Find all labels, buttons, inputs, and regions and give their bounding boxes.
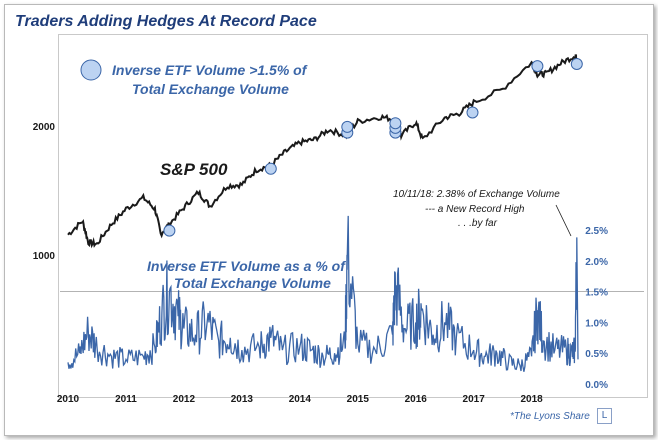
hedge-marker-point xyxy=(389,117,402,130)
right-tick-label: 0.5% xyxy=(585,349,608,360)
credit-text: *The Lyons Share xyxy=(510,411,590,422)
left-axis: 1000 2000 xyxy=(33,122,56,262)
annotation-line1: 10/11/18: 2.38% of Exchange Volume xyxy=(393,189,560,200)
right-tick-label: 2.0% xyxy=(585,257,608,268)
plot-area xyxy=(58,34,648,398)
x-axis: 2010 2011 2012 2013 2014 2015 2016 2017 2018 xyxy=(57,394,543,405)
hedge-marker-point xyxy=(466,106,479,119)
hedge-marker-point xyxy=(570,58,583,70)
x-tick-label: 2016 xyxy=(405,394,428,405)
hedge-marker-point xyxy=(531,60,544,73)
volume-label-line2: Total Exchange Volume xyxy=(174,275,331,291)
legend-label-line2: Total Exchange Volume xyxy=(132,81,289,97)
x-tick-label: 2010 xyxy=(57,394,80,405)
right-tick-label: 1.0% xyxy=(585,318,608,329)
x-tick-label: 2015 xyxy=(347,394,370,405)
hedge-marker-point xyxy=(264,162,277,175)
chart-title: Traders Adding Hedges At Record Pace xyxy=(15,13,317,30)
x-tick-label: 2014 xyxy=(289,394,312,405)
sp500-label: S&P 500 xyxy=(160,160,228,179)
x-tick-label: 2017 xyxy=(463,394,486,405)
volume-label-line1: Inverse ETF Volume as a % of xyxy=(147,258,346,274)
markers xyxy=(163,58,583,237)
circle-marker-icon xyxy=(80,59,102,81)
lyons-share-logo: L xyxy=(597,408,612,424)
annotation-arrow xyxy=(555,204,572,237)
left-tick-label: 1000 xyxy=(33,251,56,262)
annotation-line2: --- a New Record High xyxy=(425,204,525,215)
volume-series-line xyxy=(67,215,579,372)
right-tick-label: 2.5% xyxy=(585,226,608,237)
left-tick-label: 2000 xyxy=(33,122,56,133)
legend-label-line1: Inverse ETF Volume >1.5% of xyxy=(112,62,308,78)
right-tick-label: 1.5% xyxy=(585,288,608,299)
annotation-line3: . . .by far xyxy=(458,218,498,229)
sp500-series-line xyxy=(67,54,578,249)
hedge-marker-point xyxy=(341,120,354,133)
right-tick-label: 0.0% xyxy=(585,380,608,391)
x-tick-label: 2012 xyxy=(173,394,196,405)
x-tick-label: 2018 xyxy=(521,394,544,405)
right-axis: 0.0% 0.5% 1.0% 1.5% 2.0% 2.5% xyxy=(585,226,608,391)
x-tick-label: 2011 xyxy=(115,394,137,405)
hedge-marker-point xyxy=(163,224,176,237)
x-tick-label: 2013 xyxy=(231,394,254,405)
